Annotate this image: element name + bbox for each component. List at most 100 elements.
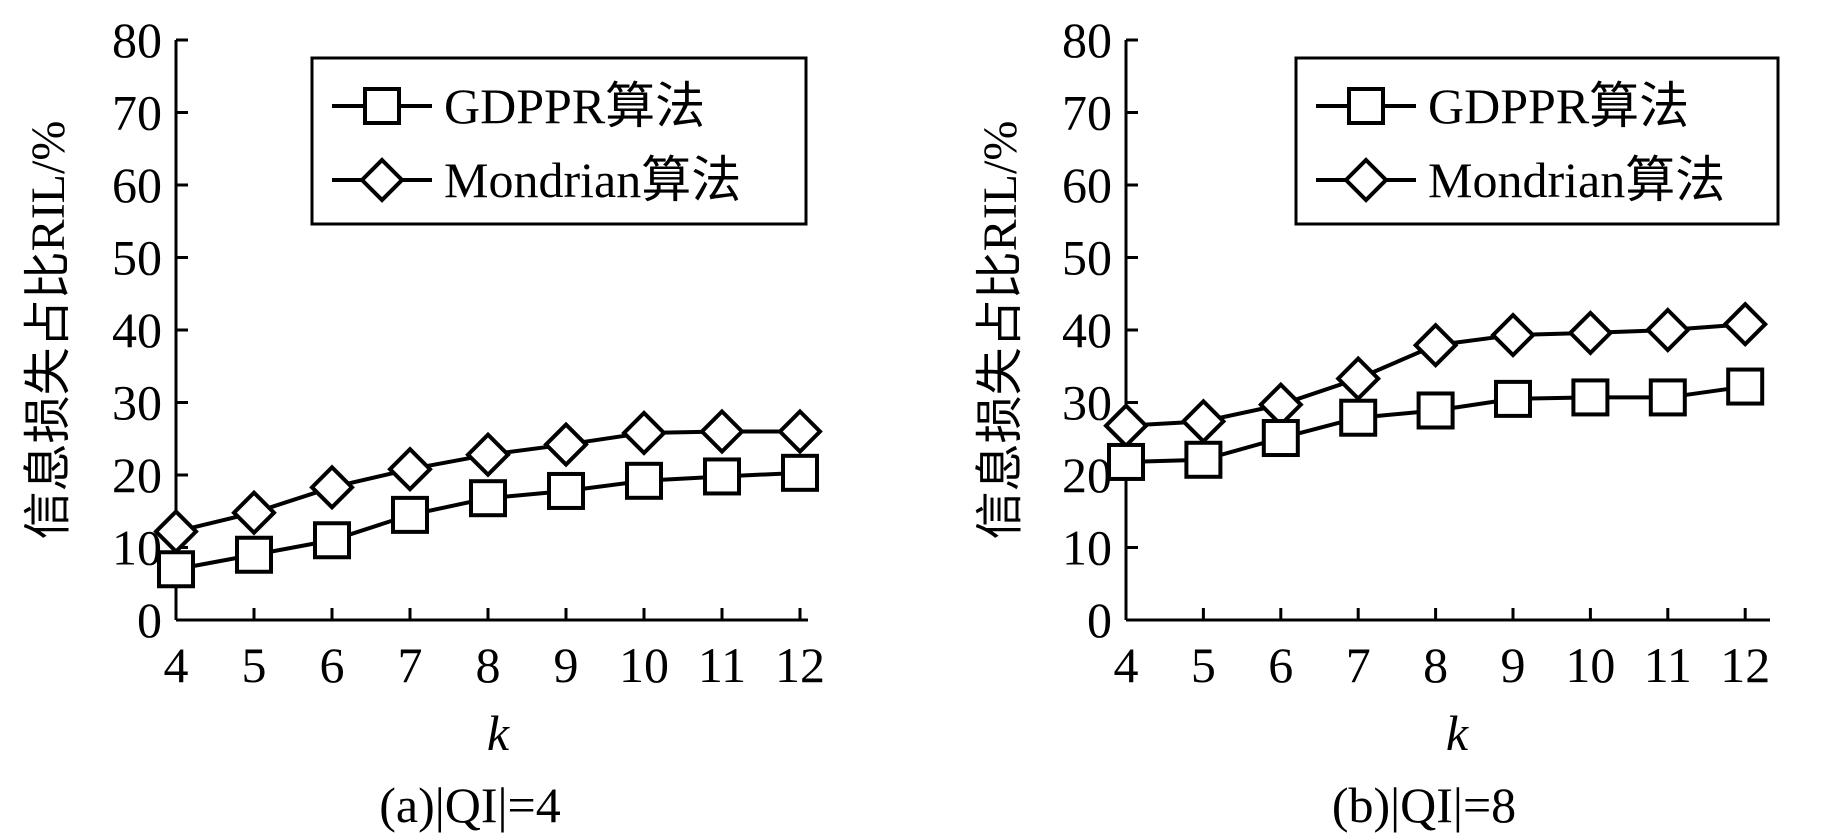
y-tick-label: 70 bbox=[112, 85, 162, 141]
x-tick-label: 8 bbox=[476, 637, 501, 693]
x-tick-label: 9 bbox=[1501, 637, 1526, 693]
square-marker bbox=[391, 495, 429, 534]
legend: GDPPR算法 Mondrian算法 bbox=[1294, 56, 1780, 226]
x-tick-label: 12 bbox=[1720, 637, 1770, 693]
diamond-marker bbox=[1412, 322, 1459, 369]
y-tick-label: 0 bbox=[1087, 592, 1112, 648]
x-tick-label: 9 bbox=[554, 637, 579, 693]
legend-label: Mondrian算法 bbox=[1428, 152, 1725, 208]
diamond-marker bbox=[699, 408, 745, 455]
square-marker bbox=[1184, 440, 1223, 479]
y-tick-label: 50 bbox=[1062, 230, 1112, 286]
y-tick-label: 60 bbox=[112, 157, 162, 213]
square-marker bbox=[1107, 442, 1145, 481]
legend-box bbox=[1294, 56, 1780, 226]
y-axis-label: 信息损失占比RIL/% bbox=[974, 121, 1027, 540]
series-gdppr bbox=[157, 453, 819, 589]
chart-caption: (b)|QI|=8 bbox=[1332, 777, 1516, 833]
x-tick-label: 6 bbox=[1268, 637, 1293, 693]
x-tick-label: 8 bbox=[1423, 637, 1448, 693]
square-marker bbox=[625, 461, 663, 500]
square-marker bbox=[1339, 398, 1378, 437]
x-tick-label: 12 bbox=[775, 637, 825, 693]
y-tick-label: 40 bbox=[112, 302, 162, 358]
y-tick-label: 20 bbox=[112, 447, 162, 503]
legend-label: GDPPR算法 bbox=[1428, 78, 1689, 134]
y-tick-label: 70 bbox=[1062, 85, 1112, 141]
diamond-marker bbox=[1722, 301, 1769, 348]
chart-panel-b: 0 10 20 30 40 50 60 70 80 4 5 6 7 8 9 10 11 12 k 信息损失占比RIL/… bbox=[974, 12, 1780, 833]
legend-item: Mondrian算法 bbox=[1316, 152, 1725, 208]
y-tick-label: 40 bbox=[1062, 302, 1112, 358]
x-axis-label: k bbox=[487, 705, 510, 761]
square-marker bbox=[1571, 378, 1610, 417]
legend-item: Mondrian算法 bbox=[332, 152, 741, 208]
square-marker bbox=[781, 453, 819, 492]
legend-label: Mondrian算法 bbox=[444, 152, 741, 208]
diamond-marker bbox=[309, 464, 355, 511]
x-axis-label: k bbox=[1446, 705, 1469, 761]
square-marker bbox=[469, 479, 507, 518]
diamond-marker bbox=[1257, 381, 1304, 428]
y-tick-label: 10 bbox=[112, 520, 162, 576]
x-tick-label: 7 bbox=[1346, 637, 1371, 693]
series-mondrian bbox=[1103, 301, 1769, 449]
square-marker bbox=[1648, 378, 1687, 417]
series-mondrian bbox=[153, 408, 823, 555]
legend: GDPPR算法 Mondrian算法 bbox=[310, 56, 808, 226]
y-tick-label: 60 bbox=[1062, 157, 1112, 213]
legend-box bbox=[310, 56, 808, 226]
x-tick-label: 5 bbox=[242, 637, 267, 693]
diamond-marker bbox=[153, 508, 199, 555]
diamond-marker bbox=[1567, 310, 1614, 356]
diamond-marker bbox=[1644, 307, 1691, 353]
square-marker bbox=[1726, 367, 1765, 406]
y-tick-label: 30 bbox=[1062, 375, 1112, 431]
diamond-marker bbox=[387, 446, 433, 493]
square-marker bbox=[235, 535, 273, 574]
y-tick-label: 10 bbox=[1062, 520, 1112, 576]
x-tick-label: 10 bbox=[1565, 637, 1615, 693]
y-tick-label: 80 bbox=[112, 12, 162, 68]
square-marker bbox=[1494, 379, 1532, 418]
square-marker bbox=[703, 457, 741, 496]
diamond-marker bbox=[621, 410, 667, 456]
y-tick-label: 30 bbox=[112, 375, 162, 431]
x-tick-label: 11 bbox=[698, 637, 746, 693]
diamond-marker bbox=[359, 157, 405, 203]
y-tick-label: 80 bbox=[1062, 12, 1112, 68]
x-tick-label: 11 bbox=[1644, 637, 1692, 693]
diamond-marker bbox=[1180, 398, 1227, 445]
diamond-marker bbox=[1343, 157, 1389, 203]
x-tick-label: 10 bbox=[619, 637, 669, 693]
x-tick-label: 4 bbox=[164, 637, 189, 693]
series-gdppr bbox=[1107, 367, 1765, 481]
y-tick-label: 0 bbox=[137, 592, 162, 648]
square-marker bbox=[1261, 419, 1300, 458]
y-tick-label: 50 bbox=[112, 230, 162, 286]
y-tick-label: 20 bbox=[1062, 447, 1112, 503]
x-tick-label: 5 bbox=[1191, 637, 1216, 693]
x-tick-label: 7 bbox=[398, 637, 423, 693]
diamond-marker bbox=[543, 421, 589, 468]
diamond-marker bbox=[1103, 402, 1149, 449]
square-marker bbox=[547, 471, 585, 510]
x-tick-label: 4 bbox=[1114, 637, 1139, 693]
diamond-marker bbox=[1335, 355, 1382, 402]
chart-panel-a: 0 10 20 30 40 50 60 70 80 4 5 6 7 8 9 10 11 12 k 信息损失占比RIL/… bbox=[22, 12, 825, 833]
legend-label: GDPPR算法 bbox=[444, 78, 705, 134]
diamond-marker bbox=[465, 431, 511, 478]
square-marker bbox=[157, 550, 195, 589]
y-axis-label: 信息损失占比RIL/% bbox=[22, 121, 75, 540]
square-marker bbox=[1416, 391, 1455, 430]
diamond-marker bbox=[231, 489, 277, 536]
square-marker bbox=[1347, 87, 1385, 125]
chart-caption: (a)|QI|=4 bbox=[379, 777, 560, 833]
diamond-marker bbox=[1490, 312, 1536, 358]
square-marker bbox=[363, 87, 401, 125]
x-tick-label: 6 bbox=[320, 637, 345, 693]
legend-item: GDPPR算法 bbox=[1316, 78, 1689, 134]
diamond-marker bbox=[777, 408, 823, 455]
legend-item: GDPPR算法 bbox=[332, 78, 705, 134]
